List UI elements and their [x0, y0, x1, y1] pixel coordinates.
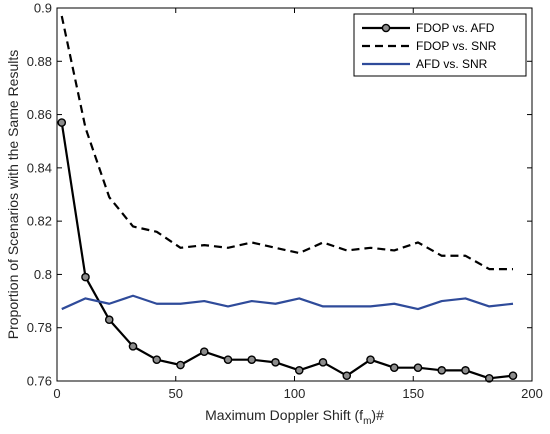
data-point-fdop-vs-afd	[318, 358, 328, 367]
data-point-fdop-vs-afd	[81, 272, 90, 282]
chart-marks	[57, 15, 518, 383]
data-point-fdop-vs-afd	[342, 371, 352, 380]
y-tick-label: 0.76	[27, 374, 52, 389]
data-point-fdop-vs-afd	[104, 315, 114, 325]
data-point-fdop-vs-afd	[413, 363, 423, 372]
data-point-fdop-vs-afd	[461, 366, 470, 375]
y-tick-label: 0.84	[27, 160, 52, 175]
legend-label-afd-snr: AFD vs. SNR	[416, 57, 488, 71]
axis-ticks: 0 50 100 150 200 0.76 0.78 0.8 0.82 0.84 0.86 0.88 0…	[27, 1, 543, 402]
x-axis-label: Maximum Doppler Shift (fm)#	[205, 407, 384, 427]
x-tick-label: 150	[402, 386, 424, 401]
data-point-fdop-vs-afd	[389, 363, 399, 372]
data-point-fdop-vs-afd	[294, 366, 304, 375]
y-tick-label: 0.88	[27, 54, 52, 69]
x-tick-label: 100	[284, 386, 306, 401]
data-point-fdop-vs-afd	[199, 347, 209, 356]
data-point-fdop-vs-afd	[271, 358, 280, 367]
x-tick-label: 200	[521, 386, 543, 401]
data-point-fdop-vs-afd	[508, 371, 518, 380]
legend-marker-fdop-afd	[381, 23, 391, 33]
data-point-fdop-vs-afd	[223, 355, 233, 364]
y-tick-label: 0.82	[27, 214, 52, 229]
y-axis-label: Proportion of Scenarios with the Same Re…	[5, 50, 21, 339]
data-point-fdop-vs-afd	[176, 360, 185, 370]
data-point-fdop-vs-afd	[247, 355, 257, 364]
y-tick-label: 0.8	[34, 267, 52, 282]
data-point-fdop-vs-afd	[437, 366, 447, 375]
data-point-fdop-vs-afd	[484, 374, 494, 383]
x-axis-label-main: Maximum Doppler Shift (f	[205, 407, 363, 423]
y-tick-label: 0.78	[27, 320, 52, 335]
series-line-afd-vs-snr	[61, 294, 514, 311]
legend-label-fdop-afd: FDOP vs. AFD	[416, 21, 495, 35]
y-tick-label: 0.86	[27, 107, 52, 122]
data-point-fdop-vs-afd	[57, 118, 67, 127]
x-axis-label-subscript: m	[363, 416, 371, 427]
x-tick-label: 50	[169, 386, 183, 401]
legend-label-fdop-snr: FDOP vs. SNR	[416, 39, 497, 53]
data-point-fdop-vs-afd	[128, 342, 138, 351]
x-tick-label: 0	[53, 386, 60, 401]
legend: FDOP vs. AFD FDOP vs. SNR AFD vs. SNR	[353, 13, 527, 77]
data-point-fdop-vs-afd	[366, 355, 375, 364]
x-axis-label-suffix: )#	[371, 407, 384, 423]
data-point-fdop-vs-afd	[152, 355, 162, 364]
y-tick-label: 0.9	[34, 1, 52, 16]
